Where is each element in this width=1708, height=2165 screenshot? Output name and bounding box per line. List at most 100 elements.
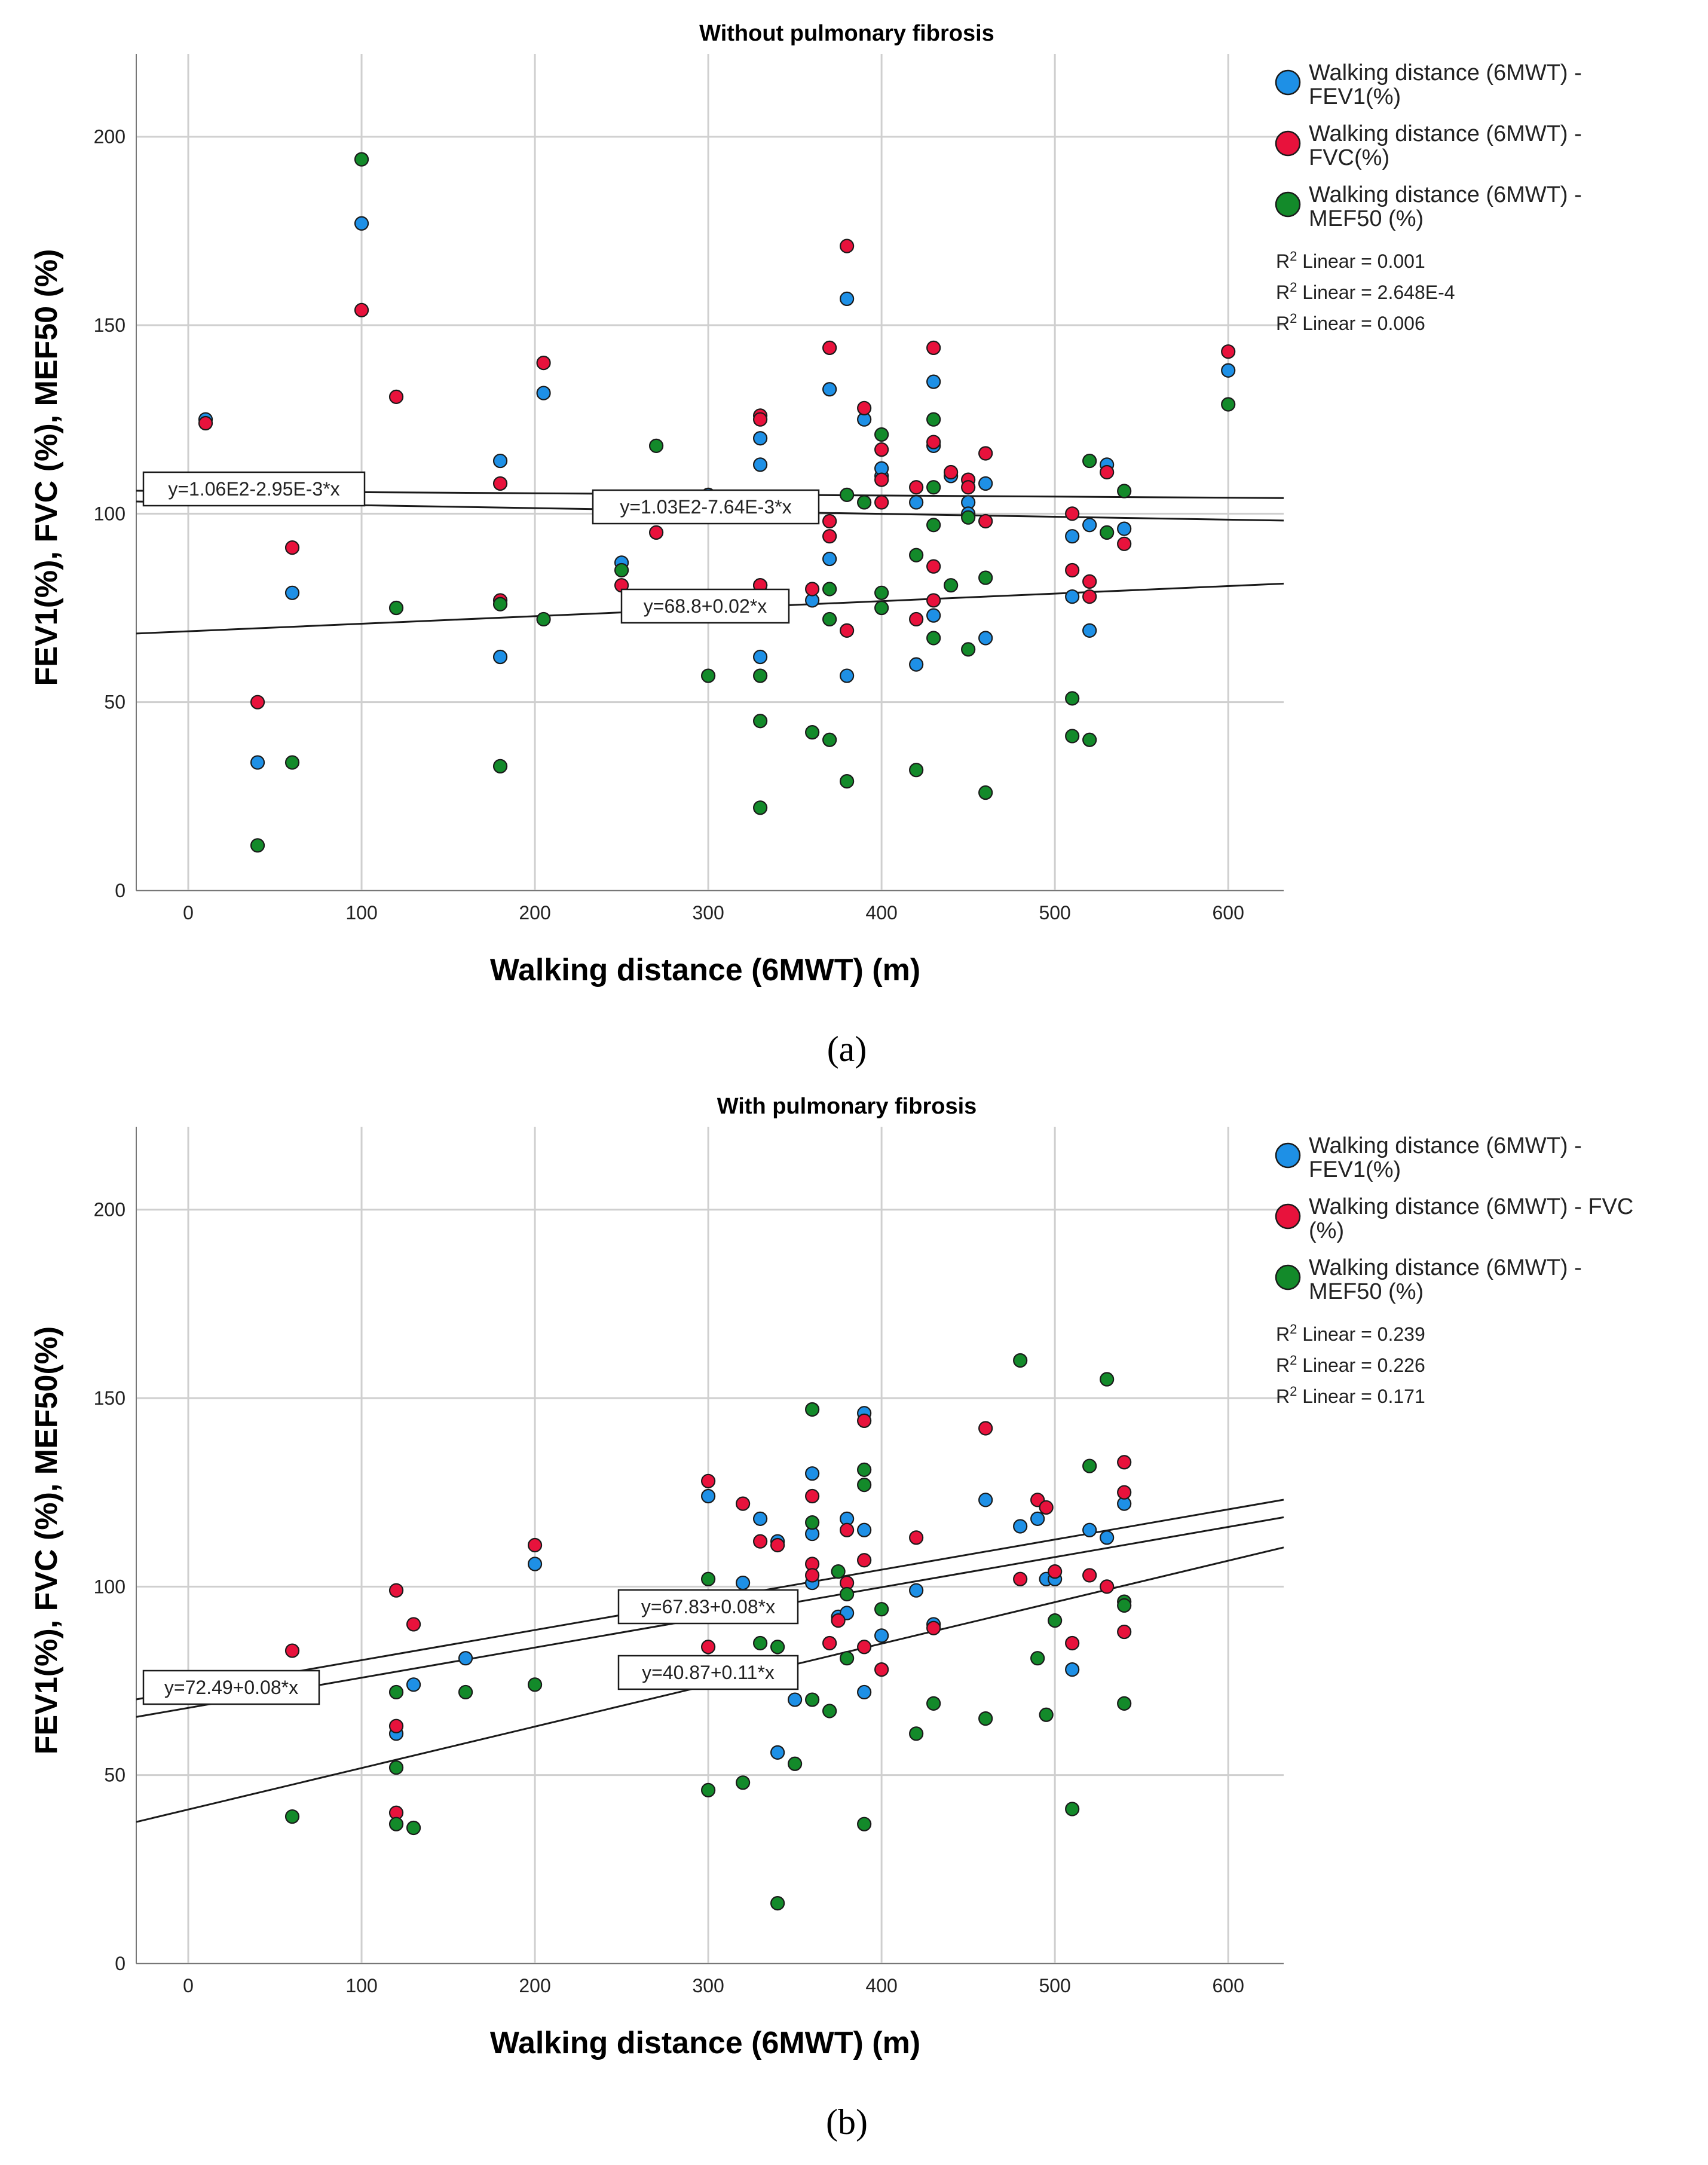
- data-point: [857, 495, 872, 510]
- data-point: [753, 1511, 768, 1526]
- data-point: [978, 513, 993, 529]
- y-tick-label: 100: [94, 503, 126, 524]
- legend-entry-text: Walking distance (6MWT) -: [1309, 60, 1582, 85]
- data-point: [926, 593, 941, 608]
- y-tick-label: 150: [94, 1387, 126, 1409]
- data-point: [1221, 344, 1236, 359]
- data-point: [978, 446, 993, 461]
- data-point: [284, 540, 300, 555]
- data-point: [770, 1895, 785, 1911]
- y-tick-label: 150: [94, 314, 126, 336]
- data-point: [822, 513, 837, 529]
- data-point: [857, 1684, 872, 1700]
- data-point: [770, 1745, 785, 1760]
- data-point: [1030, 1511, 1045, 1526]
- data-point: [805, 1402, 820, 1417]
- legend-marker: [1275, 1203, 1301, 1230]
- fit-equation-label: y=68.8+0.02*x: [644, 595, 767, 617]
- panel-a-title: Without pulmonary fibrosis: [699, 21, 994, 46]
- y-tick-label: 0: [115, 880, 126, 901]
- panel-b-y-axis-label: FEV1(%), FVC (%), MEF50(%): [29, 1326, 64, 1755]
- data-point: [1082, 1522, 1097, 1537]
- data-point: [857, 1817, 872, 1831]
- data-point: [926, 1696, 941, 1711]
- data-point: [354, 216, 369, 231]
- x-tick-label: 400: [865, 902, 897, 924]
- data-point: [1065, 1662, 1080, 1677]
- data-point: [909, 1530, 924, 1545]
- data-point: [978, 1711, 993, 1726]
- data-point: [874, 1628, 889, 1643]
- fit-equation-label: y=67.83+0.08*x: [641, 1596, 775, 1617]
- data-point: [1082, 453, 1097, 469]
- legend-marker: [1275, 191, 1301, 218]
- data-point: [926, 518, 941, 533]
- data-point: [857, 1553, 872, 1568]
- data-point: [1100, 1579, 1115, 1594]
- data-point: [788, 1756, 803, 1771]
- data-point: [926, 559, 941, 574]
- legend-entry-text: Walking distance (6MWT) -: [1309, 121, 1582, 146]
- r2-label: R2 Linear = 0.226: [1276, 1353, 1425, 1376]
- data-point: [874, 427, 889, 442]
- data-point: [388, 1760, 404, 1775]
- r2-label: R2 Linear = 0.006: [1276, 311, 1425, 334]
- data-point: [805, 1515, 820, 1530]
- data-point: [527, 1677, 543, 1692]
- y-tick-label: 200: [94, 1199, 126, 1221]
- data-point: [536, 386, 551, 400]
- fit-equation-box: [142, 1669, 320, 1705]
- x-tick-label: 400: [865, 1975, 897, 1996]
- data-point: [874, 600, 889, 616]
- x-tick-label: 200: [519, 902, 550, 924]
- legend-entry-text: FEV1(%): [1309, 84, 1401, 109]
- data-point: [1117, 536, 1132, 551]
- data-point: [1082, 623, 1097, 638]
- data-point: [1039, 1707, 1054, 1722]
- data-point: [1065, 506, 1080, 521]
- data-point: [492, 649, 508, 665]
- data-point: [805, 725, 820, 740]
- legend-entry-text: MEF50 (%): [1309, 1279, 1424, 1304]
- data-point: [926, 1620, 941, 1635]
- data-point: [1100, 464, 1115, 480]
- panel-a: Without pulmonary fibrosis 0 100 200 300 400…: [29, 21, 1582, 1069]
- panel-a-x-axis-label: Walking distance (6MWT) (m): [490, 953, 920, 987]
- data-point: [926, 480, 941, 495]
- data-point: [388, 1718, 404, 1733]
- data-point: [909, 1583, 924, 1598]
- y-tick-label: 50: [104, 692, 126, 713]
- data-point: [978, 1493, 993, 1507]
- data-point: [1117, 1598, 1132, 1613]
- data-point: [527, 1557, 543, 1571]
- data-point: [840, 623, 855, 638]
- data-point: [700, 1488, 716, 1504]
- data-point: [388, 1817, 404, 1831]
- data-point: [1082, 1458, 1097, 1473]
- data-point: [1117, 1624, 1132, 1640]
- data-point: [354, 302, 369, 317]
- panel-a-y-axis-label: FEV1(%), FVC (%), MEF50 (%): [29, 249, 64, 686]
- data-point: [1082, 1568, 1097, 1583]
- panel-b-plot-area: 0 100 200 300 400 500 600 0 50 100 150 200 y=72.49+0…: [94, 1127, 1284, 1996]
- data-point: [944, 464, 959, 480]
- data-point: [805, 1692, 820, 1707]
- data-point: [753, 668, 768, 683]
- data-point: [840, 774, 855, 789]
- data-point: [250, 755, 265, 770]
- data-point: [840, 1522, 855, 1537]
- data-point: [874, 495, 889, 510]
- data-point: [909, 495, 924, 510]
- data-point: [458, 1651, 473, 1666]
- x-tick-label: 600: [1212, 902, 1244, 924]
- data-point: [788, 1692, 803, 1707]
- data-point: [250, 695, 265, 710]
- data-point: [388, 389, 404, 404]
- data-point: [978, 476, 993, 491]
- data-point: [926, 412, 941, 427]
- data-point: [1065, 529, 1080, 544]
- y-tick-label: 0: [115, 1953, 126, 1974]
- data-point: [909, 611, 924, 627]
- data-point: [874, 442, 889, 457]
- data-point: [1065, 589, 1080, 604]
